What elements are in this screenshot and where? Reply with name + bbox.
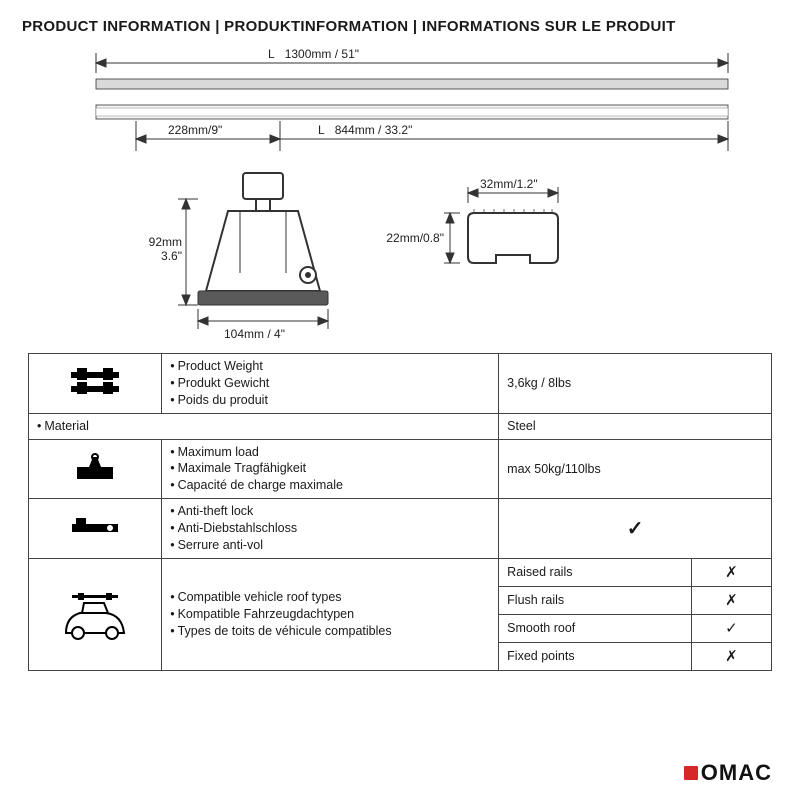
roof-row-label: Raised rails	[499, 558, 692, 586]
dimension-diagram: L 1300mm / 51" 228mm/9" L 844mm / 33.2" …	[28, 43, 772, 353]
table-row: Material Steel	[29, 413, 772, 439]
lock-labels: Anti-theft lock Anti-Diebstahlschloss Se…	[162, 499, 499, 559]
logo-dot-icon	[684, 766, 698, 780]
brand-logo: OMAC	[684, 760, 772, 786]
roof-row-value: ✓	[691, 614, 771, 642]
roof-row-value: ✗	[691, 642, 771, 670]
material-label: Material	[29, 413, 499, 439]
load-value: max 50kg/110lbs	[499, 439, 772, 499]
dim-inner: L 844mm / 33.2"	[318, 123, 412, 137]
weight-labels: Product Weight Produkt Gewicht Poids du …	[162, 354, 499, 414]
roof-row-label: Smooth roof	[499, 614, 692, 642]
weight-value: 3,6kg / 8lbs	[499, 354, 772, 414]
logo-text: OMAC	[701, 760, 772, 786]
spec-table: Product Weight Produkt Gewicht Poids du …	[28, 353, 772, 671]
roof-row-label: Flush rails	[499, 586, 692, 614]
dim-profile-height: 22mm/0.8"	[382, 231, 444, 245]
weight-icon	[29, 354, 162, 414]
load-icon	[29, 439, 162, 499]
dim-overall-prefix: L 1300mm / 51"	[268, 47, 359, 61]
table-row: Anti-theft lock Anti-Diebstahlschloss Se…	[29, 499, 772, 559]
dim-offset: 228mm/9"	[168, 123, 222, 137]
roof-row-value: ✗	[691, 558, 771, 586]
header-text: PRODUCT INFORMATION | PRODUKTINFORMATION…	[22, 18, 676, 35]
lock-value: ✓	[499, 499, 772, 559]
dim-clamp-height: 92mm3.6"	[146, 235, 182, 263]
car-icon	[29, 558, 162, 670]
table-row: Product Weight Produkt Gewicht Poids du …	[29, 354, 772, 414]
diagram-svg	[28, 43, 772, 353]
lock-icon	[29, 499, 162, 559]
dim-clamp-width: 104mm / 4"	[224, 327, 285, 341]
dim-profile-width: 32mm/1.2"	[480, 177, 538, 191]
table-row: Compatible vehicle roof types Kompatible…	[29, 558, 772, 586]
table-row: Maximum load Maximale Tragfähigkeit Capa…	[29, 439, 772, 499]
roof-row-label: Fixed points	[499, 642, 692, 670]
material-value: Steel	[499, 413, 772, 439]
roof-labels: Compatible vehicle roof types Kompatible…	[162, 558, 499, 670]
roof-row-value: ✗	[691, 586, 771, 614]
load-labels: Maximum load Maximale Tragfähigkeit Capa…	[162, 439, 499, 499]
page-title: PRODUCT INFORMATION | PRODUKTINFORMATION…	[0, 0, 800, 43]
